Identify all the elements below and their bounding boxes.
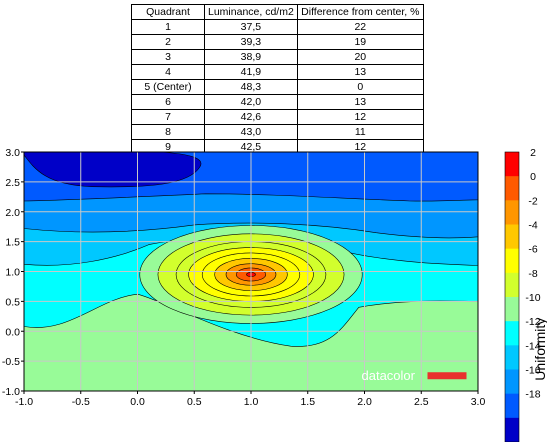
colorbar-segment bbox=[505, 321, 519, 346]
contour-band-navy bbox=[23, 151, 202, 188]
colorbar-segment bbox=[505, 417, 519, 442]
cell-luminance: 37,5 bbox=[204, 19, 298, 35]
cell-difference: 22 bbox=[296, 19, 424, 35]
cell-luminance: 39,3 bbox=[204, 34, 298, 50]
colorbar-tick-label: -8 bbox=[528, 268, 537, 280]
cell-difference: 20 bbox=[296, 49, 424, 65]
x-tick-label: -1.0 bbox=[15, 396, 33, 408]
x-tick-label: 2.0 bbox=[357, 396, 372, 408]
colorbar-tick-label: -6 bbox=[528, 244, 537, 256]
quadrant-luminance-table: Quadrant Luminance, cd/m2 Difference fro… bbox=[131, 4, 424, 155]
colorbar-segment bbox=[505, 200, 519, 225]
y-tick-label: 0.5 bbox=[5, 296, 20, 308]
colorbar-segment bbox=[505, 152, 519, 177]
colorbar-segment bbox=[505, 272, 519, 298]
cell-difference: 19 bbox=[296, 34, 424, 50]
table-row: 5 (Center) 48,3 0 bbox=[131, 79, 424, 95]
x-tick-label: -0.5 bbox=[72, 396, 90, 408]
table-row: 1 37,5 22 bbox=[131, 19, 424, 35]
y-tick-label: 3.0 bbox=[5, 147, 20, 159]
y-tick-label: 1.5 bbox=[5, 237, 20, 249]
colorbar-segment bbox=[505, 345, 519, 370]
cell-quadrant: 3 bbox=[131, 49, 205, 65]
colorbar-tick-label: -16 bbox=[525, 365, 540, 377]
header-difference: Difference from center, % bbox=[296, 4, 424, 20]
colorbar-tick-label: 2 bbox=[530, 147, 536, 159]
x-tick-label: 1.0 bbox=[244, 396, 259, 408]
table-row: 3 38,9 20 bbox=[131, 49, 424, 65]
y-tick-label: 2.0 bbox=[5, 207, 20, 219]
cell-quadrant: 7 bbox=[131, 109, 205, 125]
colorbar-tick-label: -12 bbox=[525, 316, 540, 328]
cell-quadrant: 6 bbox=[131, 94, 205, 110]
cell-luminance: 42,6 bbox=[204, 109, 298, 125]
cell-difference: 13 bbox=[296, 94, 424, 110]
table-row: 2 39,3 19 bbox=[131, 34, 424, 50]
cell-luminance: 41,9 bbox=[204, 64, 298, 80]
cell-difference: 13 bbox=[296, 64, 424, 80]
cell-quadrant: 4 bbox=[131, 64, 205, 80]
cell-luminance: 43,0 bbox=[204, 124, 298, 140]
y-tick-label: 1.0 bbox=[5, 267, 20, 279]
y-tick-label: -0.5 bbox=[2, 356, 20, 368]
table-row: 4 41,9 13 bbox=[131, 64, 424, 80]
cell-difference: 0 bbox=[296, 79, 424, 95]
cell-luminance: 48,3 bbox=[204, 79, 298, 95]
cell-difference: 12 bbox=[296, 109, 424, 125]
colorbar-segment bbox=[505, 393, 519, 419]
colorbar-tick-label: -14 bbox=[525, 340, 540, 352]
cell-quadrant: 5 (Center) bbox=[131, 79, 205, 95]
colorbar-tick-label: -10 bbox=[525, 292, 540, 304]
cell-difference: 11 bbox=[296, 124, 424, 140]
table-row: 8 43,0 11 bbox=[131, 124, 424, 140]
cell-luminance: 38,9 bbox=[204, 49, 298, 65]
y-tick-label: 2.5 bbox=[5, 177, 20, 189]
colorbar-segment bbox=[505, 176, 519, 201]
x-tick-label: 1.5 bbox=[300, 396, 315, 408]
table-row: 6 42,0 13 bbox=[131, 94, 424, 110]
x-tick-label: 3.0 bbox=[471, 396, 486, 408]
datacolor-watermark: datacolor bbox=[362, 368, 416, 383]
colorbar-frame bbox=[504, 151, 520, 442]
x-tick-label: 0.5 bbox=[187, 396, 202, 408]
y-tick-label: -1.0 bbox=[2, 386, 20, 398]
table-row: 9 42,5 12 bbox=[131, 139, 424, 155]
cell-luminance: 42,0 bbox=[204, 94, 298, 110]
table-row: 7 42,6 12 bbox=[131, 109, 424, 125]
y-tick-label: 0.0 bbox=[5, 326, 20, 338]
plot-grid bbox=[24, 152, 478, 391]
cell-quadrant: 8 bbox=[131, 124, 205, 140]
cell-quadrant: 2 bbox=[131, 34, 205, 50]
colorbar-segment bbox=[505, 297, 519, 322]
colorbar-segment bbox=[505, 369, 519, 395]
colorbar-label: Uniformity bbox=[532, 318, 547, 381]
header-luminance: Luminance, cd/m2 bbox=[204, 4, 298, 20]
colorbar-tick-label: -4 bbox=[528, 220, 537, 232]
colorbar-segment bbox=[505, 224, 519, 250]
x-tick-label: 2.5 bbox=[414, 396, 429, 408]
colorbar-tick-label: -18 bbox=[525, 389, 540, 401]
colorbar-tick-label: -2 bbox=[528, 195, 537, 207]
colorbar-tick-label: 0 bbox=[530, 171, 536, 183]
table-header-row: Quadrant Luminance, cd/m2 Difference fro… bbox=[131, 4, 424, 20]
uniformity-colorbar: 2 0 -2 -4 -6 -8 -10 -12 -14 -16 -18 Uniformity bbox=[504, 147, 547, 442]
uniformity-contour-plot: -1.0 -0.5 0.0 0.5 1.0 1.5 2.0 2.5 3.0 3.0 2.5 2.0 1.… bbox=[2, 147, 486, 408]
colorbar-segment bbox=[505, 248, 519, 274]
watermark-bar bbox=[427, 372, 467, 380]
header-quadrant: Quadrant bbox=[131, 4, 205, 20]
x-tick-label: 0.0 bbox=[130, 396, 145, 408]
cell-quadrant: 1 bbox=[131, 19, 205, 35]
